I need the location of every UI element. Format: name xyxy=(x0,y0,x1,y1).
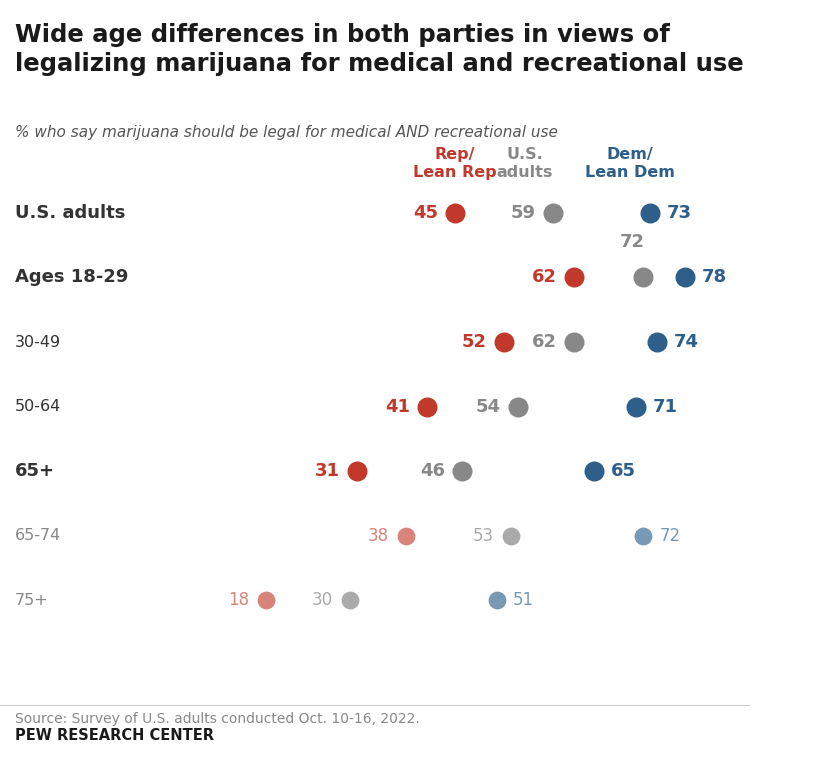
Text: 74: 74 xyxy=(674,333,699,351)
Text: 41: 41 xyxy=(386,397,410,416)
Text: 65: 65 xyxy=(611,462,636,480)
Text: 54: 54 xyxy=(476,397,501,416)
Text: 30-49: 30-49 xyxy=(15,334,61,350)
Text: % who say marijuana should be legal for medical AND recreational use: % who say marijuana should be legal for … xyxy=(15,125,558,141)
Text: Ages 18-29: Ages 18-29 xyxy=(15,268,129,287)
Text: U.S.
adults: U.S. adults xyxy=(496,147,553,180)
Text: 71: 71 xyxy=(653,397,678,416)
Text: 18: 18 xyxy=(228,591,249,610)
Text: 46: 46 xyxy=(420,462,445,480)
Text: Source: Survey of U.S. adults conducted Oct. 10-16, 2022.: Source: Survey of U.S. adults conducted … xyxy=(15,712,420,726)
Text: 59: 59 xyxy=(511,204,536,222)
Text: 78: 78 xyxy=(702,268,727,287)
Text: 45: 45 xyxy=(413,204,438,222)
Text: 38: 38 xyxy=(368,527,389,545)
Text: 53: 53 xyxy=(473,527,494,545)
Text: 75+: 75+ xyxy=(15,593,49,608)
Text: 52: 52 xyxy=(462,333,487,351)
Text: 65-74: 65-74 xyxy=(15,528,61,543)
Text: 51: 51 xyxy=(513,591,534,610)
Text: 72: 72 xyxy=(620,233,645,251)
Text: 72: 72 xyxy=(660,527,681,545)
Text: 30: 30 xyxy=(312,591,333,610)
Text: 62: 62 xyxy=(532,333,557,351)
Text: PEW RESEARCH CENTER: PEW RESEARCH CENTER xyxy=(15,728,214,743)
Text: 50-64: 50-64 xyxy=(15,399,61,414)
Text: Wide age differences in both parties in views of
legalizing marijuana for medica: Wide age differences in both parties in … xyxy=(15,23,743,75)
Text: U.S. adults: U.S. adults xyxy=(15,204,125,222)
Text: Rep/
Lean Rep: Rep/ Lean Rep xyxy=(412,147,496,180)
Text: Dem/
Lean Dem: Dem/ Lean Dem xyxy=(585,147,675,180)
Text: 65+: 65+ xyxy=(15,462,55,480)
Text: 73: 73 xyxy=(667,204,692,222)
Text: 31: 31 xyxy=(315,462,340,480)
Text: 62: 62 xyxy=(532,268,557,287)
